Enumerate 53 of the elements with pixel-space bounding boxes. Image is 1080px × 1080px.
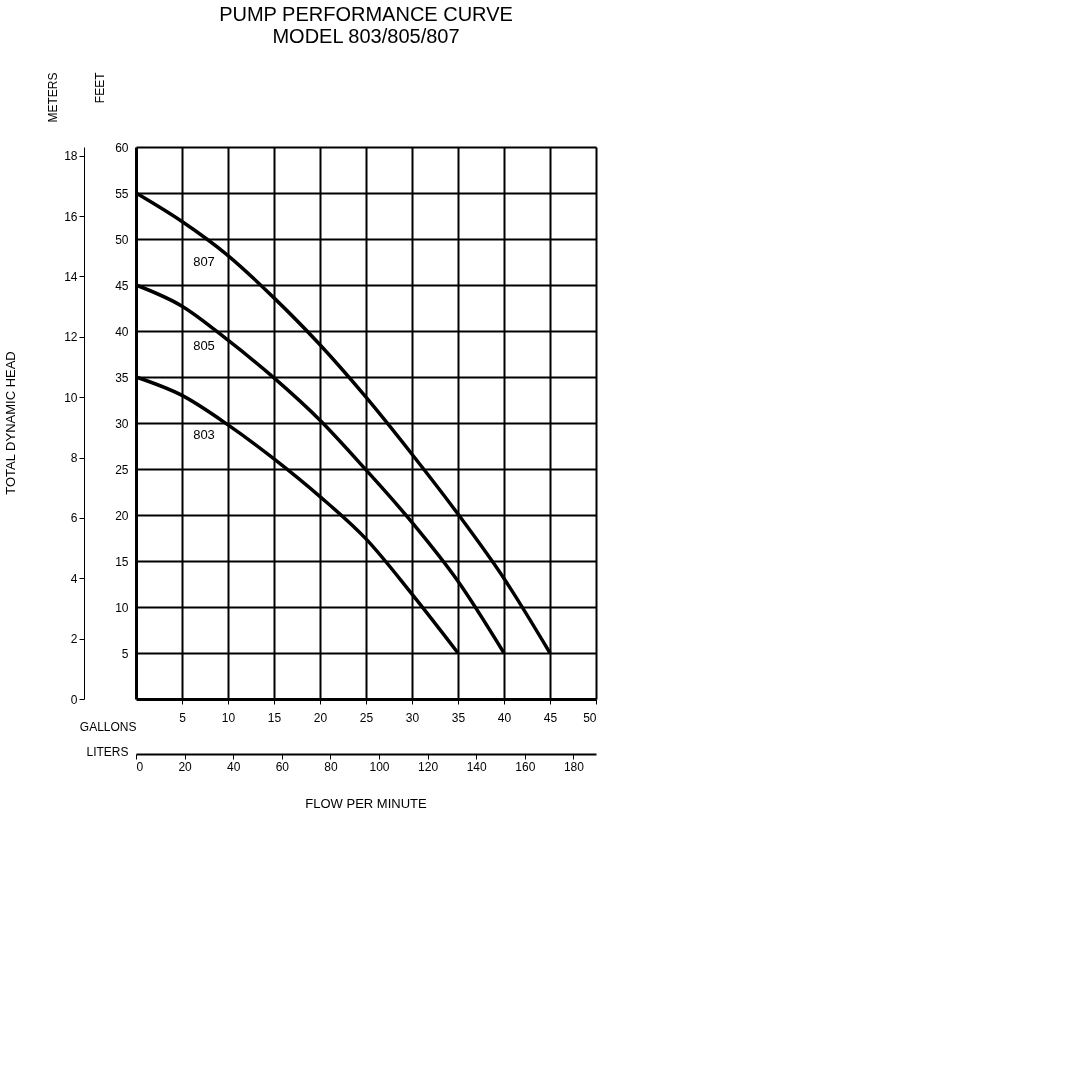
y2-tick-label: 4 bbox=[70, 571, 78, 586]
x2-tick-label: 60 bbox=[275, 759, 290, 774]
x-tick-label: 5 bbox=[179, 710, 187, 725]
y2-tick-label: 10 bbox=[64, 390, 78, 405]
y2-axis-title: METERS bbox=[45, 72, 60, 123]
x2-tick-label: 20 bbox=[178, 759, 193, 774]
x-tick-label: 35 bbox=[451, 710, 466, 725]
y-tick-label: 60 bbox=[115, 140, 129, 155]
text: FLOW PER MINUTE bbox=[305, 796, 427, 811]
y2-tick-label: 12 bbox=[64, 330, 78, 345]
y2-tick-label: 2 bbox=[70, 632, 78, 647]
series-label: 807 bbox=[193, 253, 215, 269]
x2-tick-label: 40 bbox=[227, 759, 241, 774]
x2-tick-label: 180 bbox=[563, 759, 585, 774]
x-axis-title: GALLONS bbox=[79, 719, 137, 734]
x2-tick-label: 140 bbox=[466, 759, 488, 774]
y2-tick-label: 18 bbox=[64, 149, 78, 164]
x-tick-label: 20 bbox=[313, 710, 328, 725]
x2-tick-label: 0 bbox=[136, 759, 144, 774]
y-tick-label: 35 bbox=[115, 370, 129, 385]
y-tick-label: 15 bbox=[115, 554, 129, 569]
y-tick-label: 10 bbox=[115, 600, 129, 615]
x2-tick-label: 120 bbox=[418, 759, 439, 774]
text: PUMP PERFORMANCE CURVE bbox=[219, 3, 513, 25]
x2-tick-label: 160 bbox=[515, 759, 536, 774]
x2-tick-label: 100 bbox=[369, 759, 390, 774]
x-tick-label: 45 bbox=[543, 710, 558, 725]
y-axis-title: FEET bbox=[92, 71, 107, 104]
y2-tick-label: 8 bbox=[70, 451, 78, 466]
x2-axis-title: LITERS bbox=[86, 744, 129, 759]
x-tick-label: 10 bbox=[221, 710, 236, 725]
y-tick-label: 40 bbox=[115, 324, 129, 339]
y2-tick-label: 0 bbox=[70, 692, 78, 707]
x-tick-label: 25 bbox=[359, 710, 374, 725]
y-tick-label: 55 bbox=[115, 186, 129, 201]
y-tick-label: 45 bbox=[115, 278, 129, 293]
text: MODEL 803/805/807 bbox=[272, 25, 460, 47]
x-tick-label: 30 bbox=[405, 710, 420, 725]
y-tick-label: 5 bbox=[121, 646, 129, 661]
series-label: 805 bbox=[193, 338, 215, 354]
y-tick-label: 30 bbox=[115, 416, 129, 431]
series-label: 803 bbox=[193, 427, 215, 443]
y-tick-label: 20 bbox=[115, 508, 129, 523]
y2-tick-label: 6 bbox=[70, 511, 78, 526]
x2-tick-label: 80 bbox=[324, 759, 338, 774]
y2-tick-label: 14 bbox=[64, 269, 78, 284]
y-tick-label: 25 bbox=[115, 462, 129, 477]
x-tick-label: 15 bbox=[267, 710, 282, 725]
x-tick-label: 40 bbox=[497, 710, 512, 725]
y2-tick-label: 16 bbox=[64, 209, 78, 224]
text: TOTAL DYNAMIC HEAD bbox=[3, 351, 18, 495]
y-tick-label: 50 bbox=[115, 232, 129, 247]
x-tick-label: 50 bbox=[583, 710, 597, 725]
